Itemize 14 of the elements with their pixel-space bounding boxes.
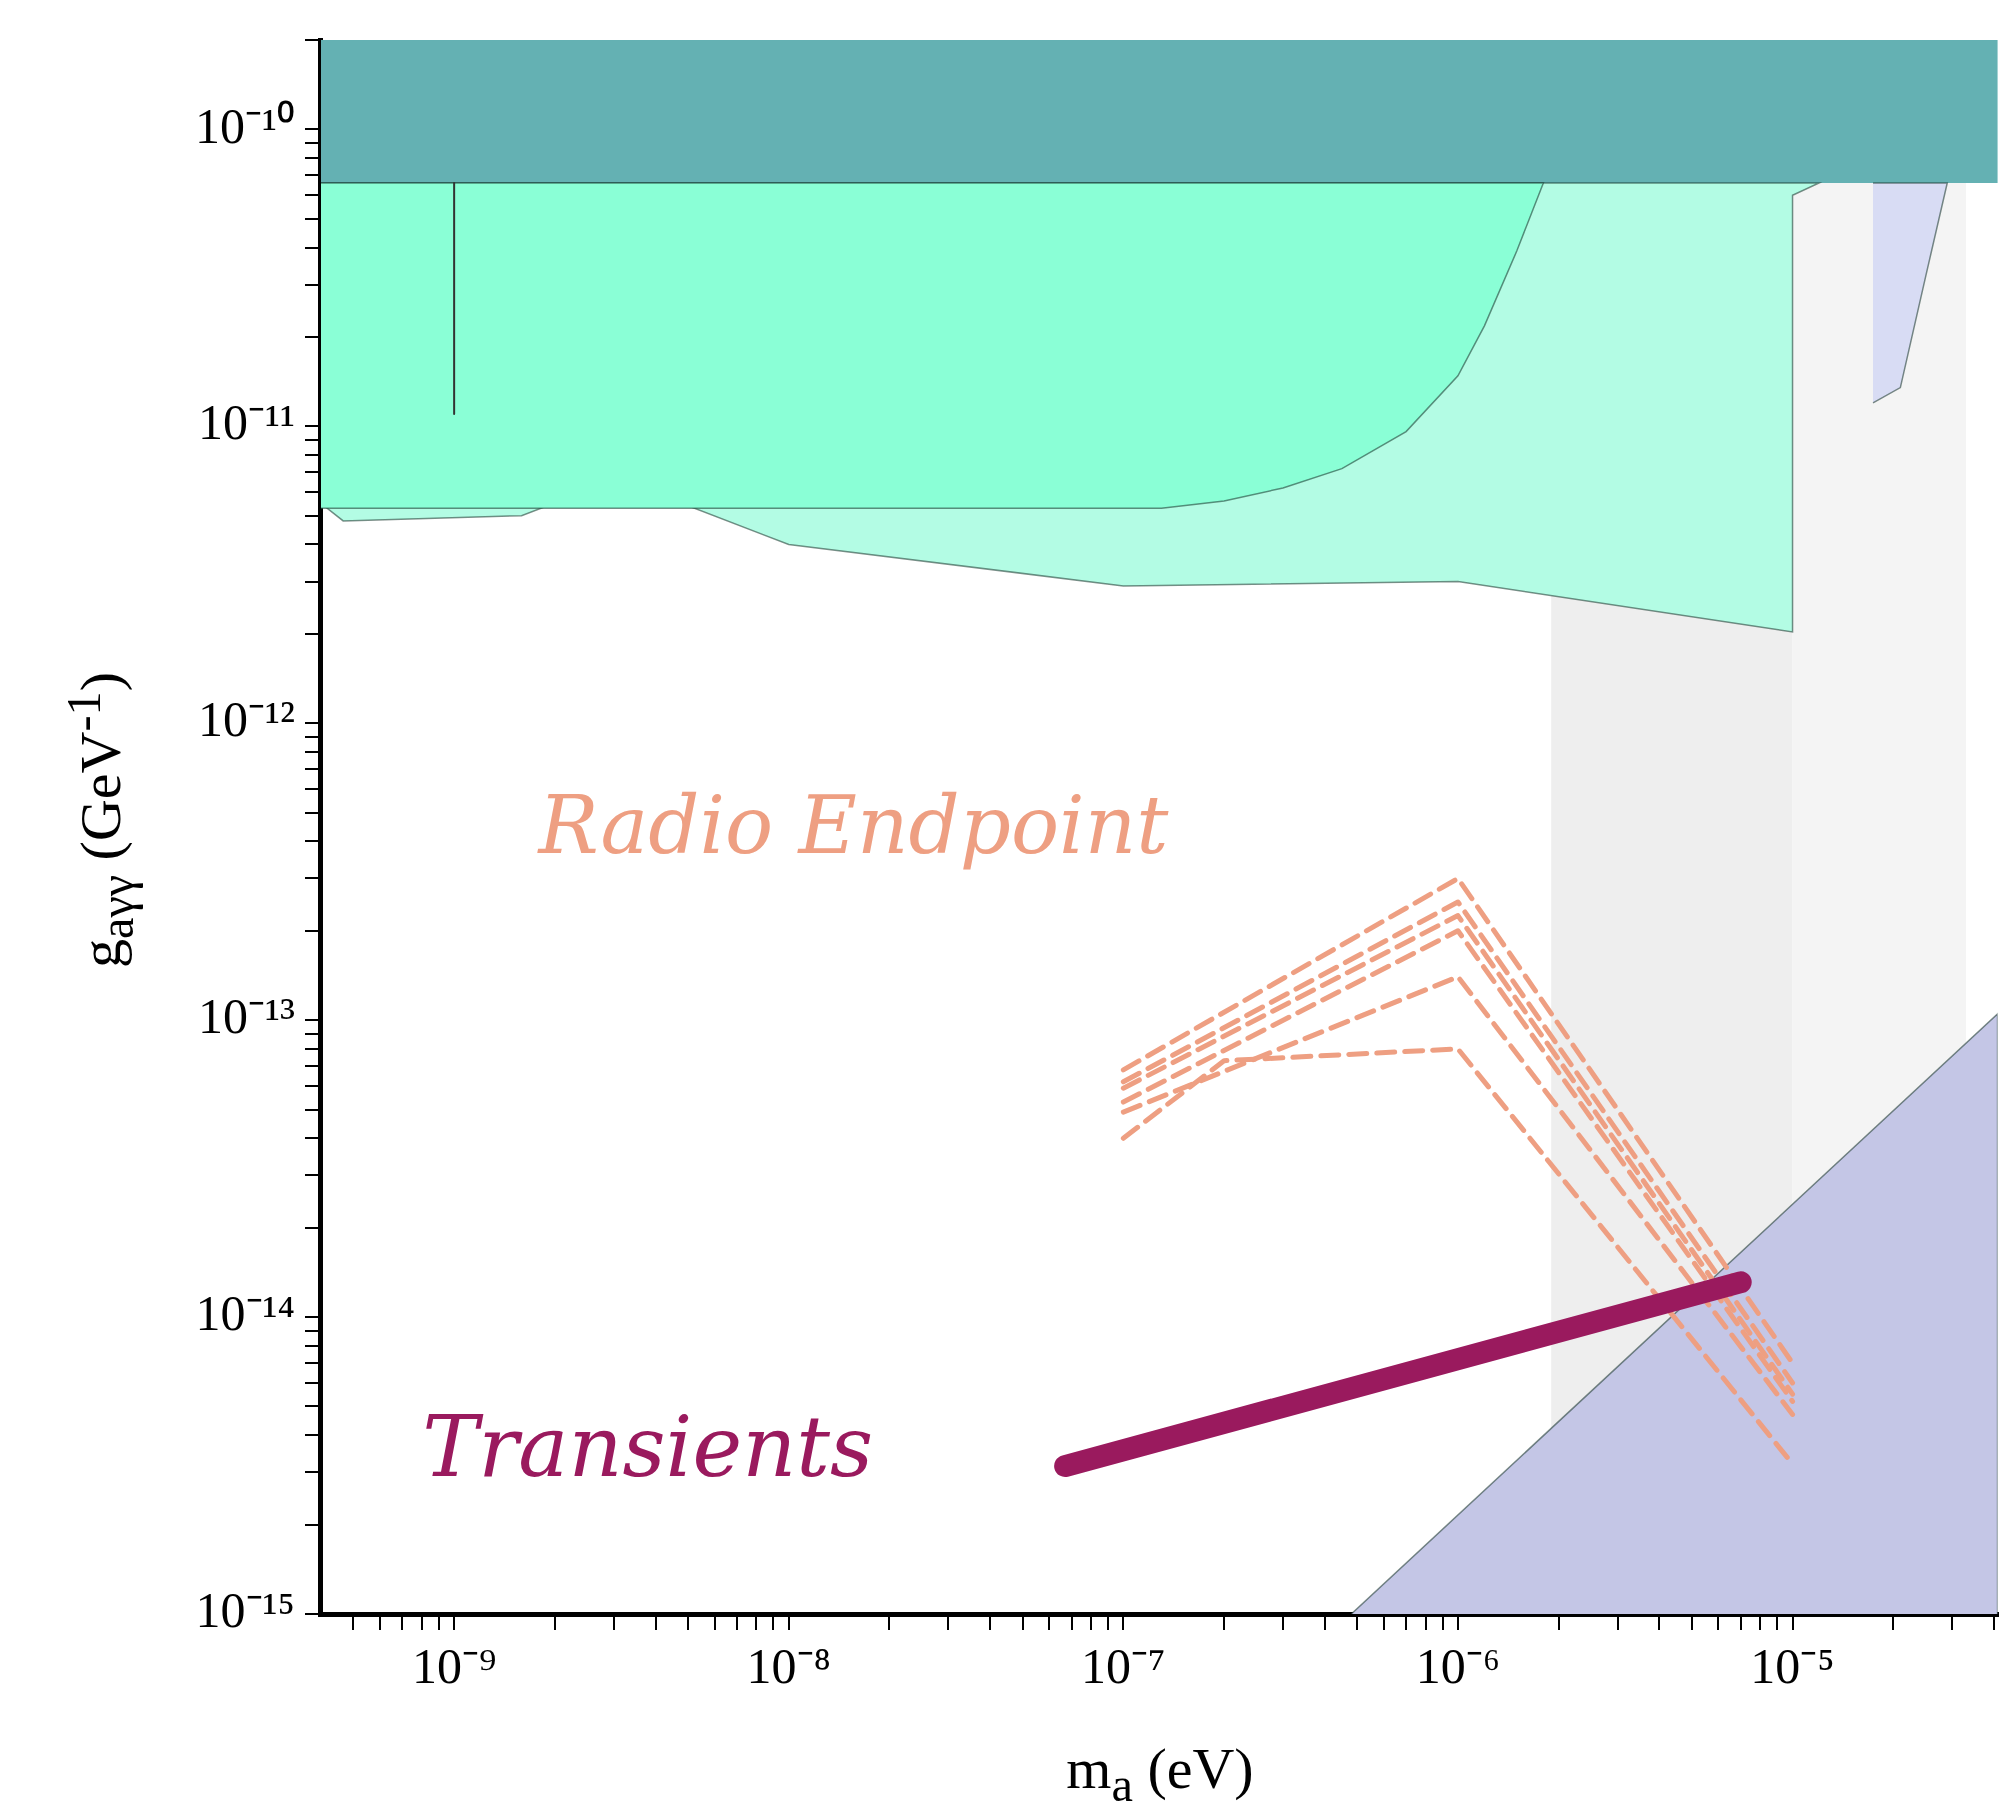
x-axis-title: m$_{a}$ (eV) xyxy=(1066,1735,1254,1812)
y-tick-label: 10⁻¹⁵ xyxy=(195,1582,295,1639)
y-tick-label: 10⁻¹³ xyxy=(198,988,295,1045)
y-tick-label: 10⁻¹² xyxy=(198,691,295,748)
y-tick-label: 10⁻¹⁴ xyxy=(195,1285,295,1342)
y-tick-label: 10⁻¹⁰ xyxy=(194,97,295,154)
series-label: Radio Endpoint xyxy=(536,778,1170,872)
x-tick-label: 10⁻⁹ xyxy=(411,1638,497,1695)
x-tick-label: 10⁻⁶ xyxy=(1415,1638,1501,1695)
y-tick-label: 10⁻¹¹ xyxy=(198,394,295,451)
text: Transients xyxy=(422,1398,874,1497)
x-tick-label: 10⁻⁵ xyxy=(1750,1638,1835,1695)
x-tick-label: 10⁻⁸ xyxy=(746,1638,831,1695)
x-tick-label: 10⁻⁷ xyxy=(1081,1638,1166,1695)
